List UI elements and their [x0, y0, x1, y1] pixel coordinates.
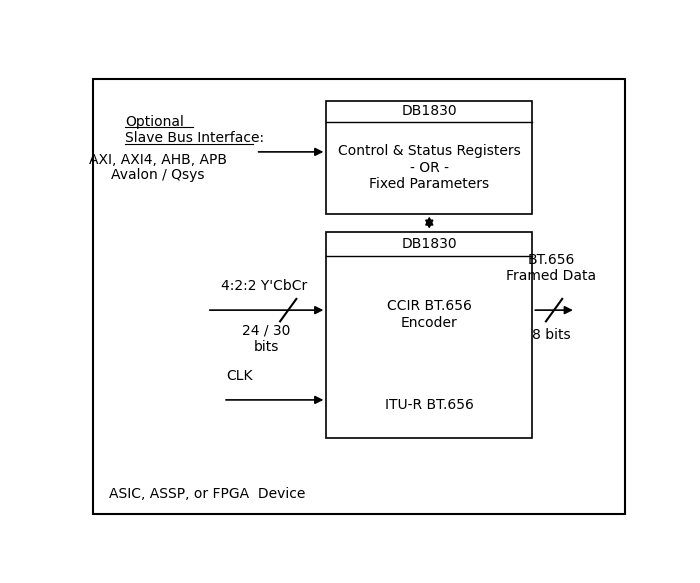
Text: CLK: CLK: [226, 369, 252, 383]
Text: Slave Bus Interface:: Slave Bus Interface:: [125, 131, 265, 145]
Text: BT.656
Framed Data: BT.656 Framed Data: [506, 253, 596, 283]
Text: Control & Status Registers
- OR -
Fixed Parameters: Control & Status Registers - OR - Fixed …: [338, 145, 521, 191]
Text: 4:2:2 Y'CbCr: 4:2:2 Y'CbCr: [220, 279, 307, 293]
Text: AXI, AXI4, AHB, APB: AXI, AXI4, AHB, APB: [89, 153, 227, 167]
Text: Avalon / Qsys: Avalon / Qsys: [111, 167, 205, 181]
Text: ITU-R BT.656: ITU-R BT.656: [385, 398, 474, 412]
Text: DB1830: DB1830: [402, 237, 457, 251]
Text: CCIR BT.656
Encoder: CCIR BT.656 Encoder: [387, 300, 472, 329]
FancyBboxPatch shape: [326, 101, 533, 213]
Text: Optional: Optional: [125, 115, 184, 129]
Text: DB1830: DB1830: [402, 104, 457, 118]
Text: 8 bits: 8 bits: [532, 328, 570, 342]
FancyBboxPatch shape: [326, 231, 533, 438]
Text: ASIC, ASSP, or FPGA  Device: ASIC, ASSP, or FPGA Device: [109, 487, 306, 501]
Text: 24 / 30
bits: 24 / 30 bits: [242, 324, 290, 354]
